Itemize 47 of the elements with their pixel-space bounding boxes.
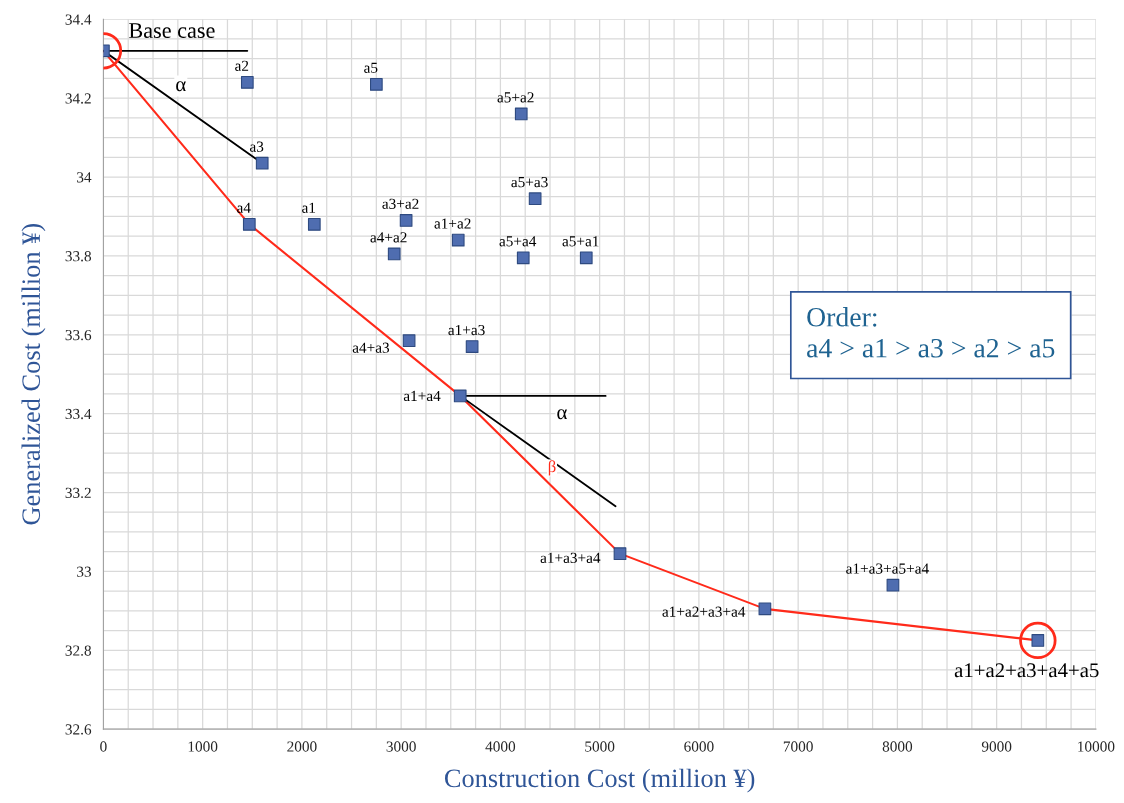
x-tick-label: 7000: [783, 741, 813, 752]
annotation: a4+a2: [370, 232, 407, 243]
x-tick-label: 8000: [882, 741, 913, 752]
annotation: a1+a2: [434, 218, 471, 229]
annotation: a5+a1: [562, 236, 599, 247]
y-tick-label: 34.2: [65, 93, 91, 104]
annotation: Order: a4 > a1 > a3 > a2 > a5: [807, 307, 1055, 358]
annotation: a1+a3+a5+a4: [846, 563, 929, 574]
x-tick-label: 5000: [585, 741, 615, 752]
y-tick-label: 33.8: [65, 251, 92, 262]
y-axis-title: Generalized Cost (million ¥): [21, 224, 46, 525]
y-tick-label: 33.6: [65, 329, 92, 341]
x-tick-label: 3000: [386, 741, 416, 752]
annotation: a1+a2+a3+a4+a5: [954, 663, 1099, 678]
annotation: a5+a2: [497, 92, 534, 103]
annotation: a4+a3: [352, 342, 390, 353]
annotation: a5+a3: [511, 177, 548, 188]
annotation: a1+a3+a4: [540, 552, 601, 564]
annotation: a5: [364, 62, 378, 73]
annotation: a1+a3: [448, 324, 485, 336]
x-tick-label: 2000: [287, 741, 317, 752]
annotation: a3: [249, 141, 264, 152]
x-tick-label: 4000: [485, 741, 516, 752]
annotation: Base case: [129, 23, 215, 38]
annotation: a2: [235, 60, 249, 71]
y-tick-label: 34.4: [65, 14, 92, 25]
annotation: a4: [237, 202, 251, 213]
y-tick-label: 32.6: [65, 724, 92, 735]
y-tick-label: 34: [77, 172, 92, 183]
x-tick-label: 1000: [188, 741, 218, 752]
x-tick-label: 0: [100, 741, 107, 752]
annotation: a3+a2: [382, 198, 419, 209]
x-tick-label: 9000: [981, 741, 1012, 752]
x-tick-label: 6000: [684, 741, 714, 752]
annotation: a1: [302, 202, 316, 213]
annotation: a5+a4: [499, 236, 537, 247]
annotation: a1+a4: [403, 390, 441, 402]
y-tick-label: 33: [77, 566, 92, 577]
annotation: β: [548, 460, 556, 476]
y-tick-label: 33.2: [65, 487, 91, 499]
y-tick-label: 32.8: [65, 645, 92, 656]
x-axis-title: Construction Cost (million ¥): [444, 768, 755, 793]
annotation: α: [176, 81, 186, 92]
x-tick-label: 10000: [1078, 741, 1115, 752]
annotation: α: [557, 409, 567, 420]
annotation: a1+a2+a3+a4: [662, 606, 746, 617]
y-tick-label: 33.4: [65, 408, 92, 420]
